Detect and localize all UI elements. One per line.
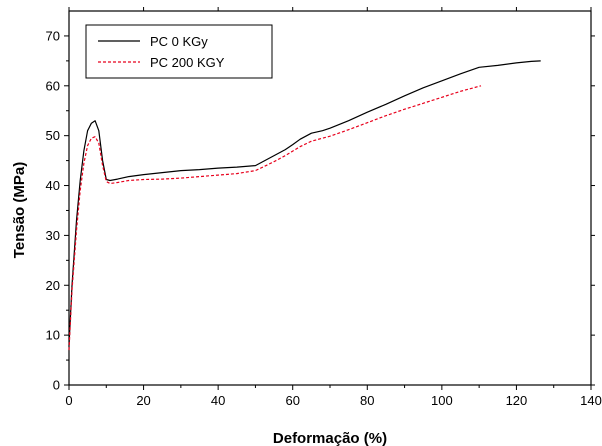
legend-box (85, 24, 273, 79)
x-tick-label: 80 (360, 393, 374, 408)
y-tick-label: 30 (46, 228, 60, 243)
x-tick-label: 120 (506, 393, 528, 408)
legend: PC 0 KGy PC 200 KGY (85, 24, 273, 79)
x-axis-ticks: 0 20 40 60 80 100 120 140 (65, 7, 602, 408)
x-tick-label: 20 (136, 393, 150, 408)
x-tick-label: 140 (580, 393, 602, 408)
x-tick-label: 40 (211, 393, 225, 408)
series-line-1 (68, 60, 541, 346)
legend-label-1: PC 0 KGy (150, 34, 208, 49)
series-line-2 (68, 85, 482, 351)
series-layer (68, 60, 541, 351)
y-axis-title: Tensão (MPa) (11, 162, 28, 258)
y-tick-label: 10 (46, 328, 60, 343)
x-tick-label: 100 (431, 393, 453, 408)
y-tick-label: 50 (46, 128, 60, 143)
y-tick-label: 40 (46, 178, 60, 193)
x-tick-label: 60 (285, 393, 299, 408)
y-tick-label: 0 (53, 378, 60, 393)
y-axis-ticks: 0 10 20 30 40 50 60 70 (46, 28, 595, 393)
y-tick-label: 20 (46, 278, 60, 293)
y-tick-label: 70 (46, 28, 60, 43)
x-axis-title: Deformação (%) (273, 430, 387, 446)
y-tick-label: 60 (46, 78, 60, 93)
x-tick-label: 0 (65, 393, 72, 408)
legend-label-2: PC 200 KGY (150, 55, 225, 70)
